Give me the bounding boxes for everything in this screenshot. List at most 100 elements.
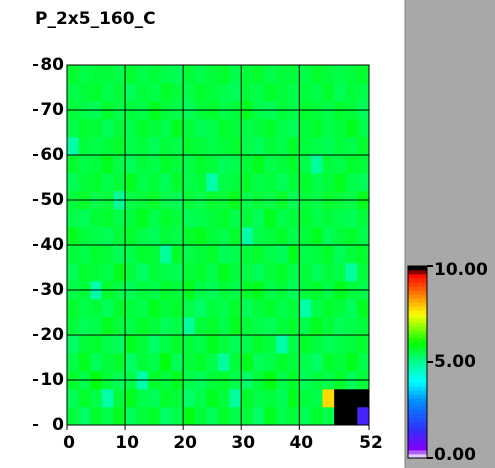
heat-cell — [287, 317, 300, 336]
heat-cell — [125, 407, 137, 426]
heat-cell — [334, 83, 347, 102]
heat-cell — [310, 173, 323, 192]
heat-cell — [194, 173, 207, 192]
heat-cell — [159, 173, 172, 192]
heat-cell — [90, 353, 103, 372]
heat-cell — [113, 299, 126, 318]
heat-cell — [287, 209, 300, 228]
heat-cell — [136, 263, 149, 282]
heat-cell — [113, 65, 126, 84]
heat-cell — [67, 407, 79, 426]
heat-cell — [113, 209, 126, 228]
heat-cell — [125, 155, 137, 174]
heat-cell — [218, 83, 230, 102]
heat-cell — [90, 317, 103, 336]
heat-cell — [241, 317, 254, 336]
heat-cell — [194, 65, 207, 84]
heat-cell — [218, 407, 230, 426]
heat-cell — [90, 263, 103, 282]
heat-cell — [101, 119, 114, 138]
x-tick-label: 10 — [115, 433, 139, 453]
heat-cell — [276, 65, 288, 84]
colorbar-step — [408, 306, 427, 311]
heat-cell — [67, 137, 79, 156]
heat-cell — [322, 65, 335, 84]
heat-cell — [136, 245, 149, 264]
heat-cell — [276, 317, 288, 336]
heat-cell — [287, 137, 300, 156]
heat-cell — [101, 407, 114, 426]
heat-cell — [218, 173, 230, 192]
heat-cell — [310, 119, 323, 138]
heat-cell — [113, 227, 126, 246]
heat-cell — [148, 245, 161, 264]
heat-cell — [183, 173, 196, 192]
heat-cell — [218, 389, 230, 408]
heat-cell — [159, 317, 172, 336]
heat-cell — [241, 83, 254, 102]
colorbar-step — [408, 438, 427, 443]
heat-cell — [264, 173, 277, 192]
heat-cell — [322, 335, 335, 354]
colorbar-step — [408, 418, 427, 423]
heat-cell — [241, 137, 254, 156]
colorbar-step — [408, 378, 427, 383]
heat-cell — [218, 65, 230, 84]
heat-cell — [218, 335, 230, 354]
heat-cell — [194, 137, 207, 156]
heat-cell — [345, 137, 358, 156]
heat-cell — [78, 389, 91, 408]
heat-cell — [183, 209, 196, 228]
heat-cell — [252, 335, 265, 354]
colorbar-step — [408, 266, 427, 271]
heat-cell — [183, 83, 196, 102]
heat-cell — [218, 317, 230, 336]
heat-cell — [357, 137, 370, 156]
heat-cell — [357, 245, 370, 264]
heat-cell — [287, 407, 300, 426]
heat-cell — [264, 155, 277, 174]
colorbar-label: 0.00 — [434, 445, 476, 465]
heat-cell — [241, 263, 254, 282]
heat-cell — [90, 335, 103, 354]
heat-cell — [276, 137, 288, 156]
heat-cell — [241, 407, 254, 426]
heat-cell — [357, 119, 370, 138]
heat-cell — [171, 245, 184, 264]
heat-cell — [218, 353, 230, 372]
heat-cell — [67, 155, 79, 174]
heat-cell — [125, 263, 137, 282]
heat-cell — [90, 83, 103, 102]
heat-cell — [287, 227, 300, 246]
colorbar-step — [408, 430, 427, 435]
heat-cell — [78, 155, 91, 174]
heat-cell — [171, 119, 184, 138]
heat-cell — [78, 227, 91, 246]
heat-cell — [229, 389, 242, 408]
heat-cell — [159, 407, 172, 426]
heat-cell — [264, 227, 277, 246]
heat-cell — [310, 155, 323, 174]
heat-cell — [136, 389, 149, 408]
heat-cell — [310, 245, 323, 264]
y-tick-label: 10 — [40, 370, 64, 390]
colorbar-step — [408, 318, 427, 323]
heat-cell — [334, 335, 347, 354]
heat-cell — [299, 407, 312, 426]
heat-cell — [148, 137, 161, 156]
heat-cell — [276, 83, 288, 102]
heat-cell — [67, 335, 79, 354]
heat-cell — [101, 137, 114, 156]
heat-cell — [229, 299, 242, 318]
heat-cell — [194, 227, 207, 246]
heat-cell — [299, 173, 312, 192]
heat-cell — [206, 119, 219, 138]
heat-cell — [276, 119, 288, 138]
colorbar-step — [408, 326, 427, 331]
heat-cell — [113, 155, 126, 174]
heat-cell — [218, 263, 230, 282]
heat-cell — [334, 227, 347, 246]
heat-cell — [67, 209, 79, 228]
heat-cell — [113, 263, 126, 282]
heat-cell — [299, 209, 312, 228]
